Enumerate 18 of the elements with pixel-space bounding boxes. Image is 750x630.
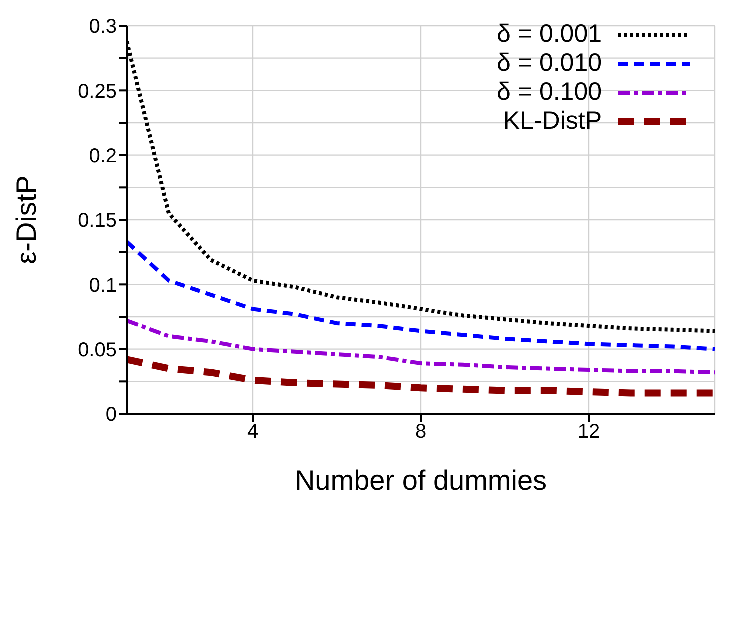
x-tick-label: 8	[415, 421, 427, 444]
y-tick-label: 0.05	[78, 339, 117, 362]
line-series	[127, 318, 715, 375]
legend-label: KL-DistP	[503, 107, 602, 136]
legend-label: δ = 0.100	[497, 78, 602, 107]
y-tick-label: 0.15	[78, 210, 117, 232]
x-tick-label: 12	[578, 421, 600, 444]
x-axis-title: Number of dummies	[294, 465, 548, 496]
y-tick-label: 0.25	[78, 80, 117, 103]
y-tick-label: 0.3	[89, 16, 117, 38]
y-tick-label: 0.1	[89, 274, 117, 297]
y-tick-label: 0.2	[89, 145, 117, 168]
legend-label: δ = 0.001	[497, 20, 602, 49]
x-tick-label: 4	[247, 421, 259, 444]
y-tick-label: 0	[106, 404, 117, 426]
legend-label: δ = 0.010	[497, 49, 602, 78]
line-series	[127, 240, 715, 352]
y-axis-title: ε-DistP	[10, 176, 42, 264]
